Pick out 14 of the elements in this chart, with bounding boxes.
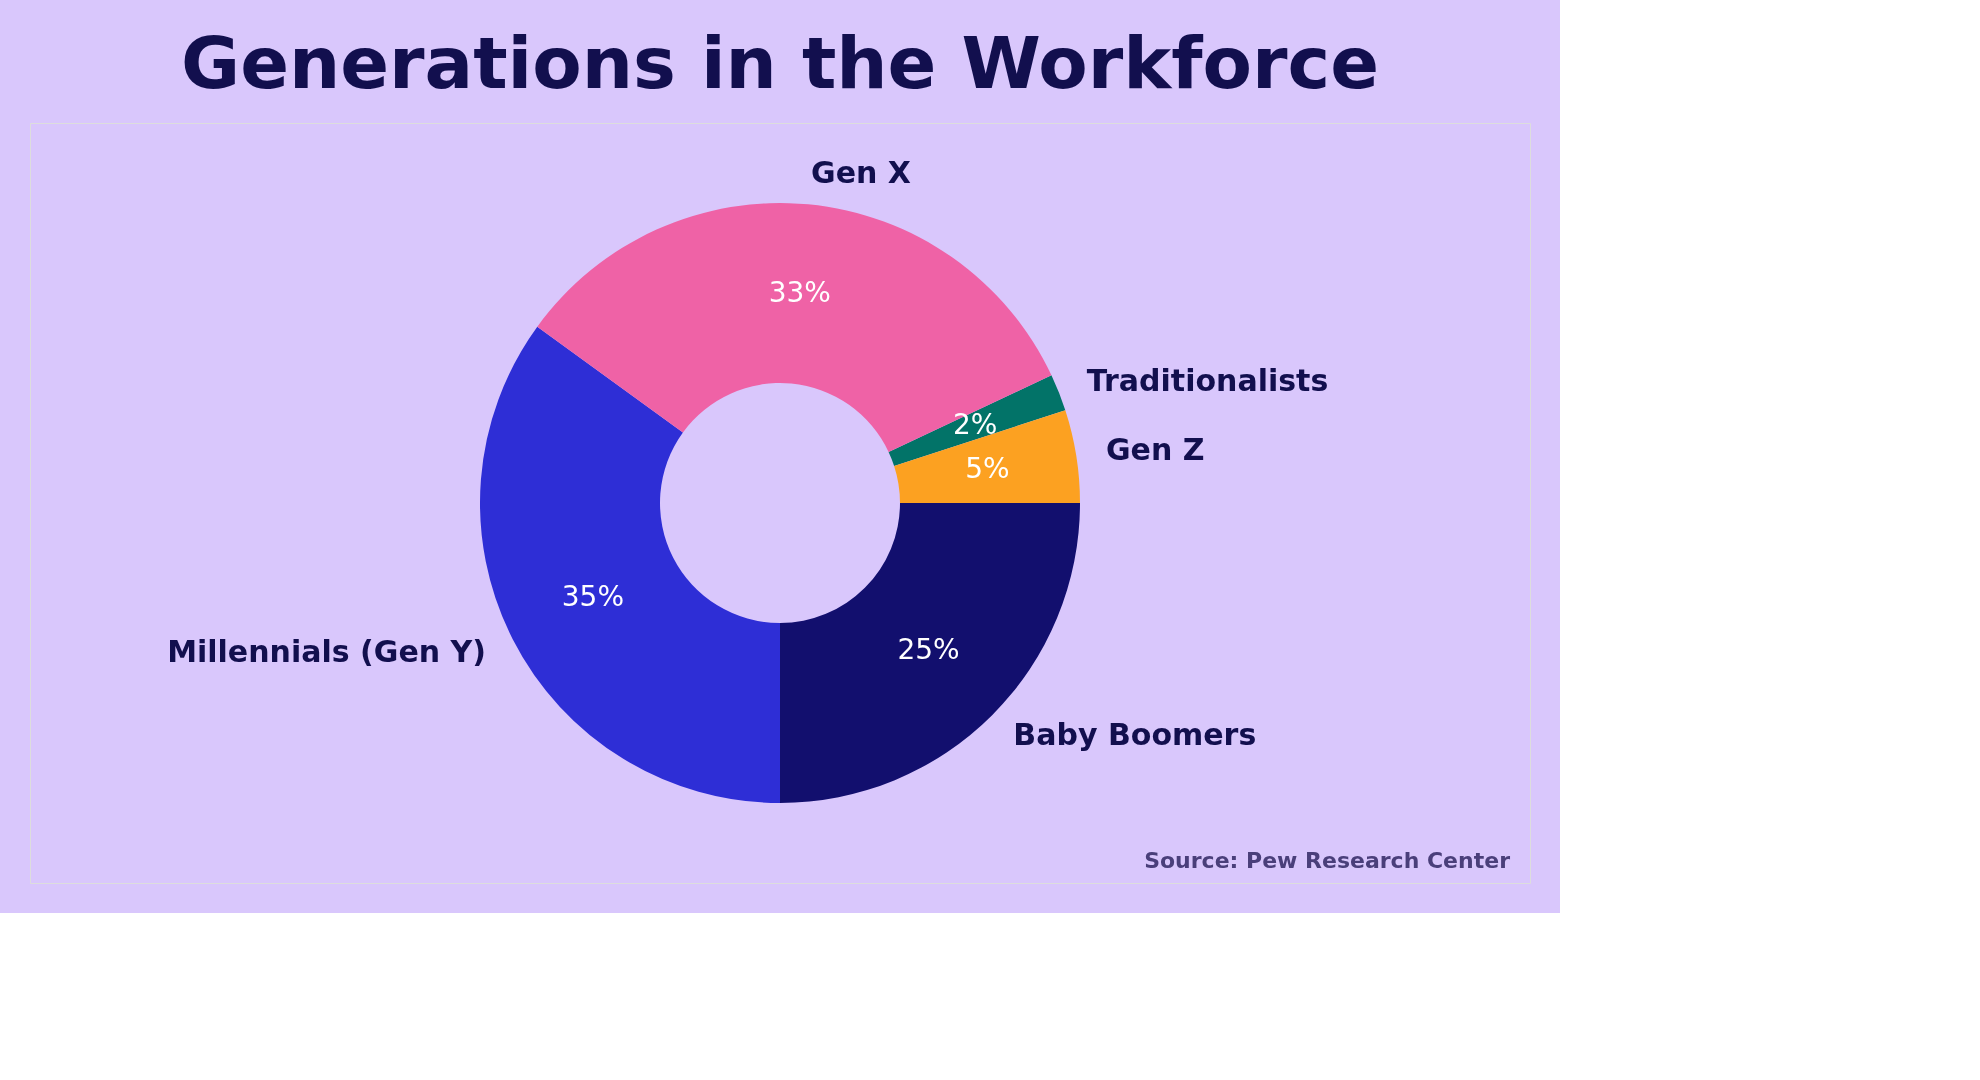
chart-title: Generations in the Workforce [181, 21, 1379, 105]
data-label: 35% [561, 580, 625, 614]
donut-slice [537, 203, 1052, 452]
data-label: 2% [953, 407, 998, 441]
slice-label: Gen Z [1105, 432, 1205, 468]
donut-slice [894, 410, 1080, 503]
source-note: Source: Pew Research Center [1144, 848, 1511, 873]
slice-label: Gen X [811, 155, 911, 191]
slice-label: Baby Boomers [1013, 717, 1257, 753]
data-label: 25% [897, 633, 960, 667]
slice-label: Traditionalists [1086, 362, 1329, 398]
data-label: 5% [965, 452, 1010, 486]
slice-label: Millennials (Gen Y) [167, 633, 486, 669]
data-label: 33% [768, 275, 831, 309]
